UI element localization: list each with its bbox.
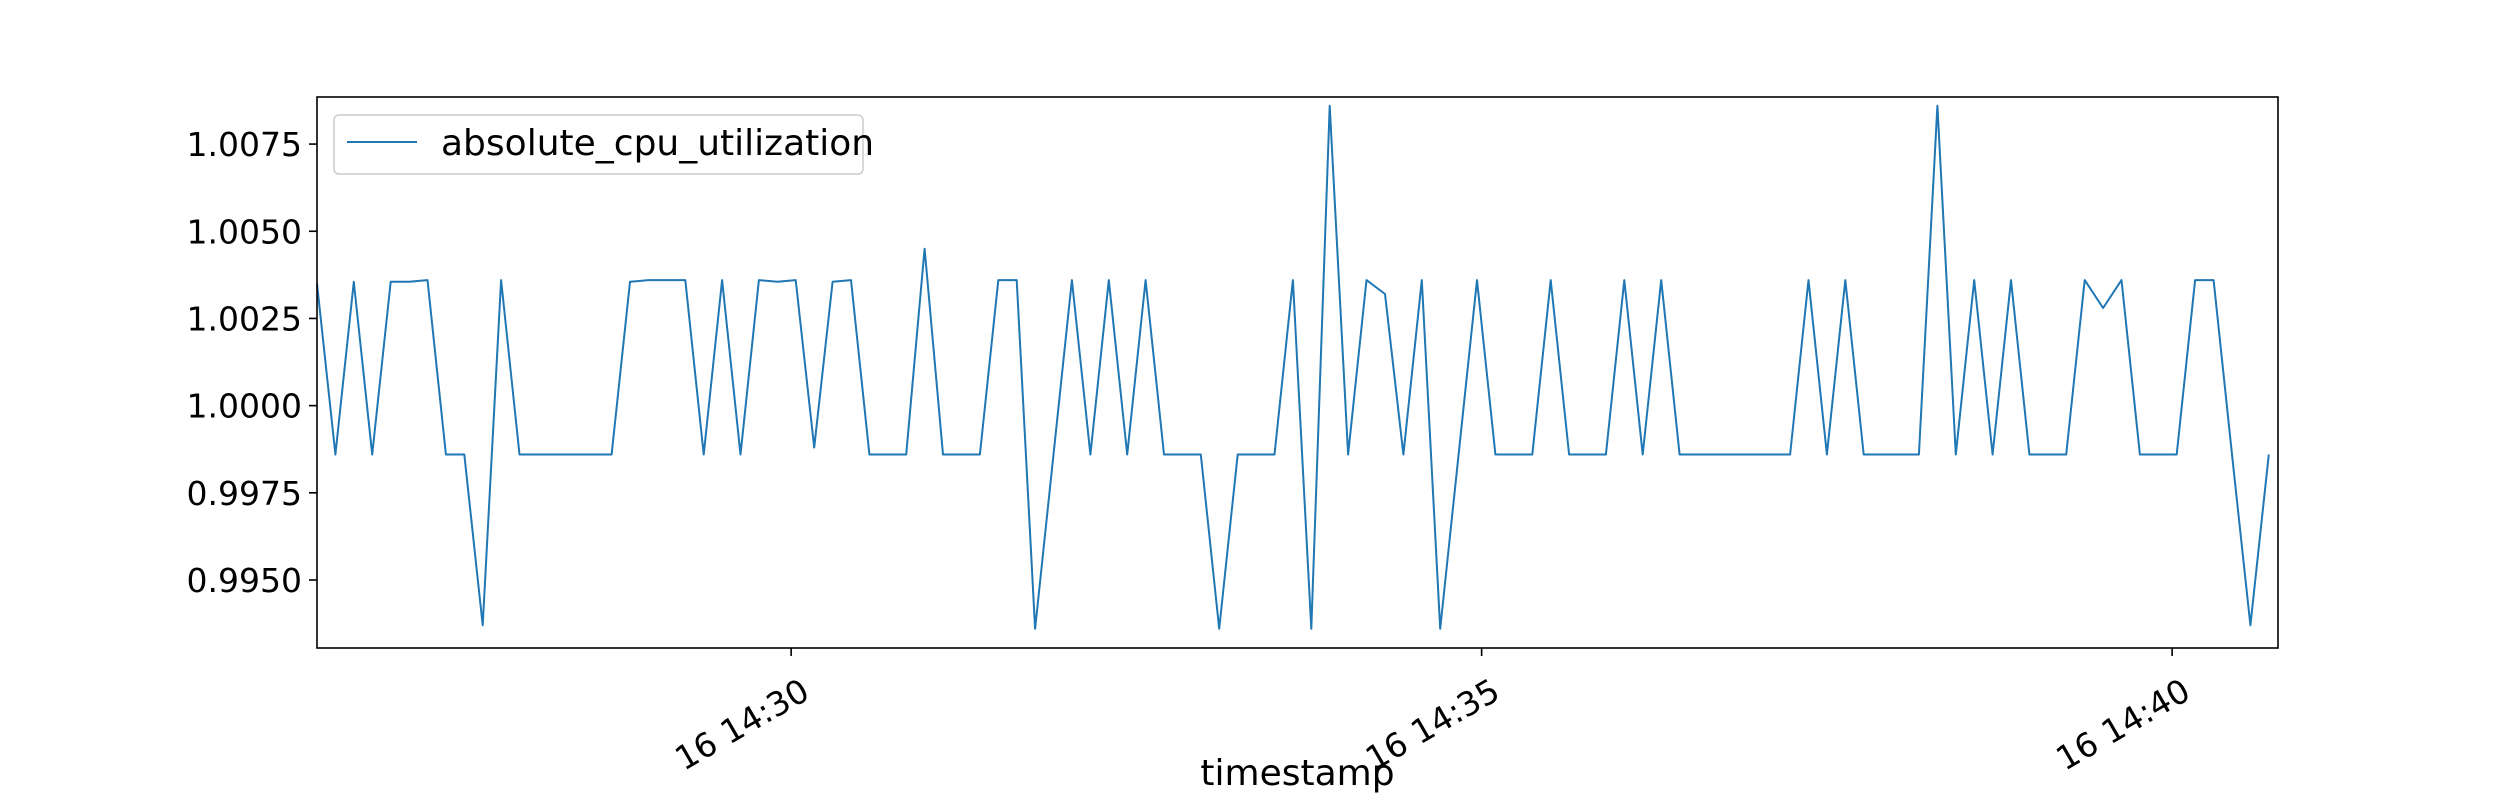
y-tick-label: 0.9950 — [187, 561, 302, 600]
y-tick-label: 1.0025 — [187, 299, 302, 338]
legend: absolute_cpu_utilization — [333, 114, 874, 175]
series-line-absolute-cpu-utilization — [316, 104, 2270, 630]
x-axis-title: timestamp — [1200, 753, 1394, 794]
plot-frame — [316, 96, 2279, 649]
y-tick-label: 1.0075 — [187, 125, 302, 164]
y-tick-label: 0.9975 — [187, 474, 302, 513]
legend-box — [333, 114, 864, 175]
plot-area — [316, 96, 2279, 649]
y-tick-label: 1.0050 — [187, 212, 302, 251]
legend-label: absolute_cpu_utilization — [441, 123, 874, 164]
y-tick-label: 1.0000 — [187, 387, 302, 426]
y-axis: 0.9950 0.9975 1.0000 1.0025 1.0050 1.0075 — [187, 125, 317, 600]
